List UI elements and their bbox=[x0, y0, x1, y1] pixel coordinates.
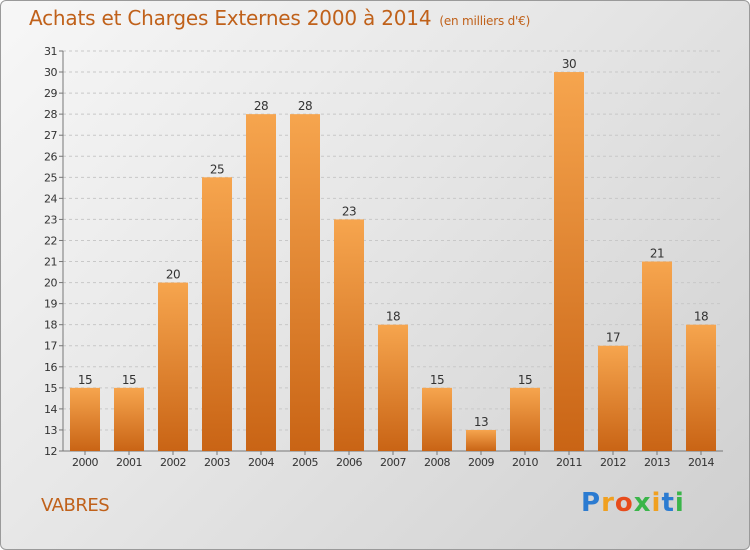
label-layer: 15 15 20 25 28 28 23 18 15 13 15 30 17 21 18 bbox=[78, 57, 709, 429]
bar bbox=[290, 114, 320, 451]
logo-letter: P bbox=[581, 488, 602, 518]
x-tick-label: 2000 bbox=[72, 456, 98, 469]
y-tick-label: 16 bbox=[44, 361, 57, 374]
x-tick-label: 2004 bbox=[248, 456, 274, 469]
bar-value-label: 13 bbox=[474, 415, 488, 429]
commune-name: VABRES bbox=[41, 495, 110, 516]
proxiti-logo: Proxiti bbox=[581, 488, 685, 518]
bar-value-label: 15 bbox=[78, 373, 92, 387]
title-main: Achats et Charges Externes 2000 à 2014 bbox=[29, 6, 432, 30]
bar-value-label: 15 bbox=[518, 373, 532, 387]
bar bbox=[466, 429, 496, 451]
x-tick-label: 2013 bbox=[644, 456, 670, 469]
y-tick-label: 23 bbox=[44, 213, 57, 226]
y-tick-label: 22 bbox=[44, 234, 57, 247]
y-tick-label: 12 bbox=[44, 445, 57, 458]
logo-letter: o bbox=[614, 488, 634, 518]
bar bbox=[202, 177, 232, 451]
logo-letter: i bbox=[674, 488, 685, 518]
y-tick-label: 25 bbox=[44, 171, 57, 184]
x-tick-label: 2012 bbox=[600, 456, 626, 469]
bar-value-label: 15 bbox=[430, 373, 444, 387]
y-tick-label: 20 bbox=[44, 277, 57, 290]
bar bbox=[598, 345, 628, 451]
bar bbox=[114, 387, 144, 451]
x-tick-label: 2002 bbox=[160, 456, 186, 469]
bar bbox=[334, 219, 364, 451]
y-tick-label: 18 bbox=[44, 319, 57, 332]
y-tick-label: 28 bbox=[44, 108, 57, 121]
bar-value-label: 20 bbox=[166, 268, 180, 282]
bar-value-label: 23 bbox=[342, 204, 356, 218]
logo-letter: i bbox=[651, 488, 662, 518]
bar bbox=[510, 387, 540, 451]
logo-letter: x bbox=[633, 488, 652, 518]
x-tick-label: 2007 bbox=[380, 456, 406, 469]
x-tick-label: 2014 bbox=[688, 456, 714, 469]
y-tick-label: 13 bbox=[44, 424, 57, 437]
bar-value-label: 21 bbox=[650, 247, 664, 261]
chart-title: Achats et Charges Externes 2000 à 2014 (e… bbox=[29, 6, 530, 30]
bar-value-label: 30 bbox=[562, 57, 576, 71]
bar bbox=[70, 387, 100, 451]
y-tick-label: 21 bbox=[44, 256, 57, 269]
bar-value-label: 18 bbox=[386, 310, 400, 324]
bar-layer bbox=[70, 72, 716, 451]
y-tick-label: 27 bbox=[44, 129, 57, 142]
y-tick-label: 24 bbox=[44, 192, 57, 205]
y-tick-label: 14 bbox=[44, 403, 57, 416]
bar-value-label: 28 bbox=[254, 99, 268, 113]
x-tick-label: 2009 bbox=[468, 456, 494, 469]
y-tick-label: 26 bbox=[44, 150, 57, 163]
x-tick-label: 2006 bbox=[336, 456, 362, 469]
x-tick-label: 2010 bbox=[512, 456, 538, 469]
y-tick-label: 29 bbox=[44, 87, 57, 100]
logo-letter: r bbox=[601, 488, 615, 518]
bar bbox=[378, 324, 408, 451]
bar bbox=[246, 114, 276, 451]
x-tick-label: 2011 bbox=[556, 456, 582, 469]
bar bbox=[158, 282, 188, 451]
bar bbox=[554, 72, 584, 451]
logo-letter: t bbox=[661, 488, 675, 518]
x-tick-label: 2001 bbox=[116, 456, 142, 469]
x-tick-label: 2005 bbox=[292, 456, 318, 469]
bar bbox=[422, 387, 452, 451]
x-tick-label: 2003 bbox=[204, 456, 230, 469]
y-tick-label: 17 bbox=[44, 340, 57, 353]
y-tick-label: 30 bbox=[44, 66, 57, 79]
y-tick-label: 31 bbox=[44, 45, 57, 58]
y-tick-label: 19 bbox=[44, 298, 57, 311]
bar bbox=[642, 261, 672, 451]
bar-value-label: 17 bbox=[606, 331, 620, 345]
bar-value-label: 18 bbox=[694, 310, 708, 324]
bar-value-label: 28 bbox=[298, 99, 312, 113]
y-tick-label: 15 bbox=[44, 382, 57, 395]
bar-value-label: 15 bbox=[122, 373, 136, 387]
bar-value-label: 25 bbox=[210, 162, 224, 176]
bar bbox=[686, 324, 716, 451]
x-tick-label: 2008 bbox=[424, 456, 450, 469]
title-unit: (en milliers d'€) bbox=[439, 14, 531, 28]
